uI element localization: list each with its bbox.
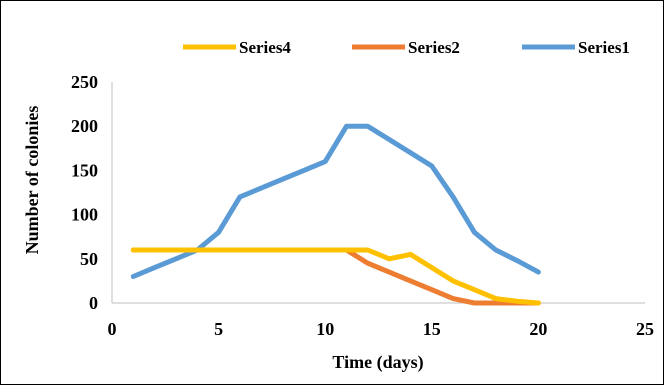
y-tick-label: 200 <box>71 116 98 136</box>
x-tick-label: 20 <box>529 319 547 339</box>
x-tick-label: 25 <box>636 319 654 339</box>
series-line-series2 <box>130 247 541 306</box>
x-tick-label: 10 <box>316 319 334 339</box>
x-tick-label: 5 <box>214 319 223 339</box>
x-tick-label: 0 <box>108 319 117 339</box>
series-line-series1 <box>130 123 541 279</box>
y-tick-label: 100 <box>71 205 98 225</box>
legend-label-series2: Series2 <box>408 38 460 57</box>
legend-label-series4: Series4 <box>239 38 291 57</box>
y-tick-label: 150 <box>71 160 98 180</box>
y-tick-label: 250 <box>71 72 98 92</box>
y-axis-title: Number of colonies <box>22 106 42 255</box>
axes: 0 50 100 150 200 250 0 5 10 15 20 25 <box>71 72 654 339</box>
legend: Series4 Series2 Series1 <box>183 38 630 57</box>
y-tick-label: 50 <box>80 249 98 269</box>
series-layer <box>130 123 541 306</box>
series-line-series4 <box>130 247 541 306</box>
y-tick-label: 0 <box>89 293 98 313</box>
x-tick-label: 15 <box>423 319 441 339</box>
legend-label-series1: Series1 <box>578 38 630 57</box>
x-axis-title: Time (days) <box>332 352 423 373</box>
